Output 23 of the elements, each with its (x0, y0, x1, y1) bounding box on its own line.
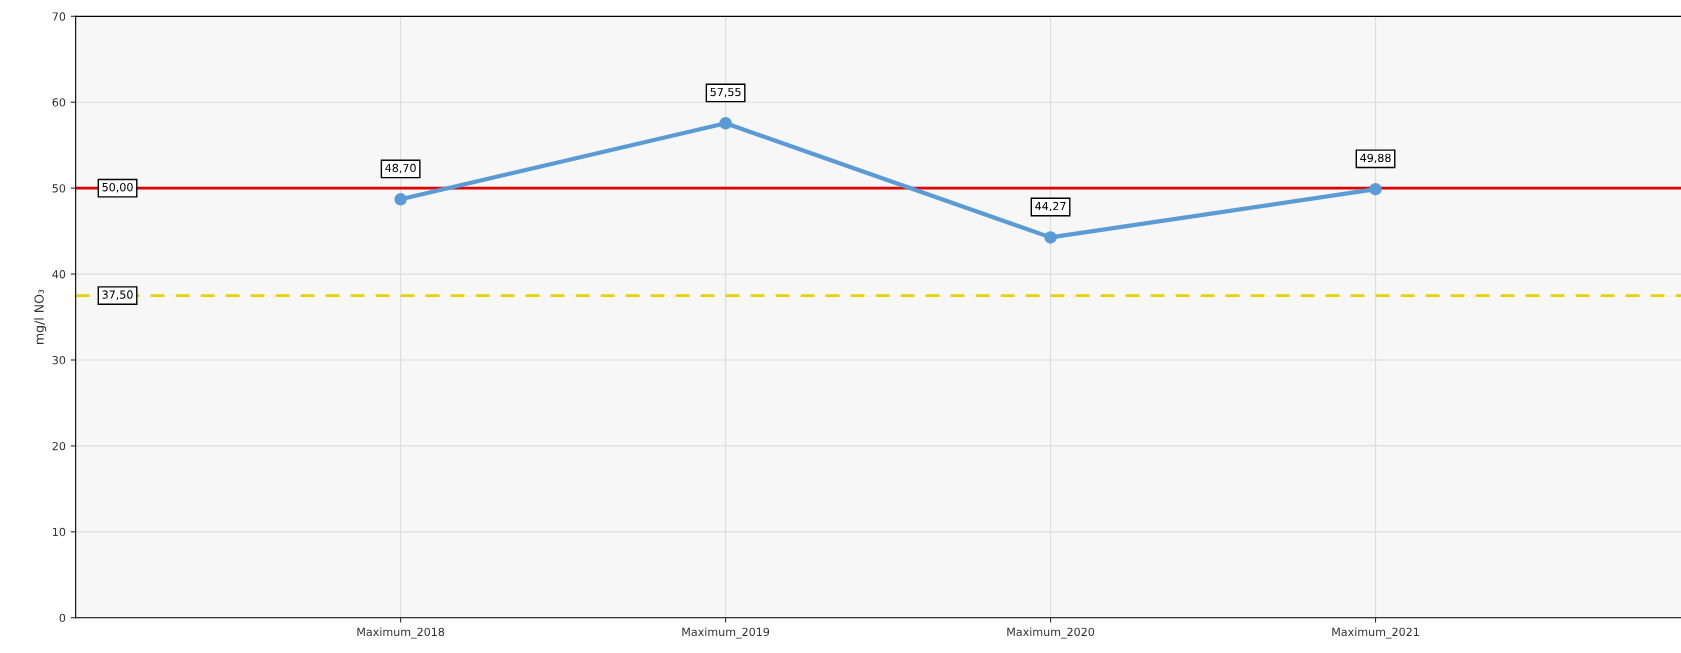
x-tick-label: Maximum_2018 (357, 627, 445, 639)
x-tick-label: Maximum_2021 (1332, 627, 1419, 639)
x-tick-label: Maximum_2020 (1007, 627, 1095, 639)
y-tick-label: 70 (52, 12, 66, 21)
y-tick-label: 30 (52, 355, 66, 365)
y-tick-label: 20 (52, 441, 66, 451)
data-label: 49,88 (1360, 153, 1391, 164)
y-tick-label: 40 (52, 270, 66, 279)
data-label: 57,55 (710, 87, 741, 98)
y-tick-label: 10 (53, 527, 66, 537)
data-label: 44,27 (1035, 201, 1066, 212)
point (394, 193, 407, 206)
ref-line-label: 37,50 (102, 290, 133, 300)
y-tick-label: 50 (52, 184, 66, 193)
ref-line-label: 50,00 (102, 182, 133, 193)
y-tick-label: 60 (52, 98, 66, 107)
point (719, 117, 732, 130)
x-tick-label: Maximum_2019 (682, 627, 770, 639)
point (1369, 182, 1382, 196)
y-tick-label: 0 (59, 613, 66, 623)
y-axis-title: mg/l NO₃ (34, 289, 47, 344)
point (1044, 231, 1057, 244)
data-label: 48,70 (385, 163, 416, 174)
